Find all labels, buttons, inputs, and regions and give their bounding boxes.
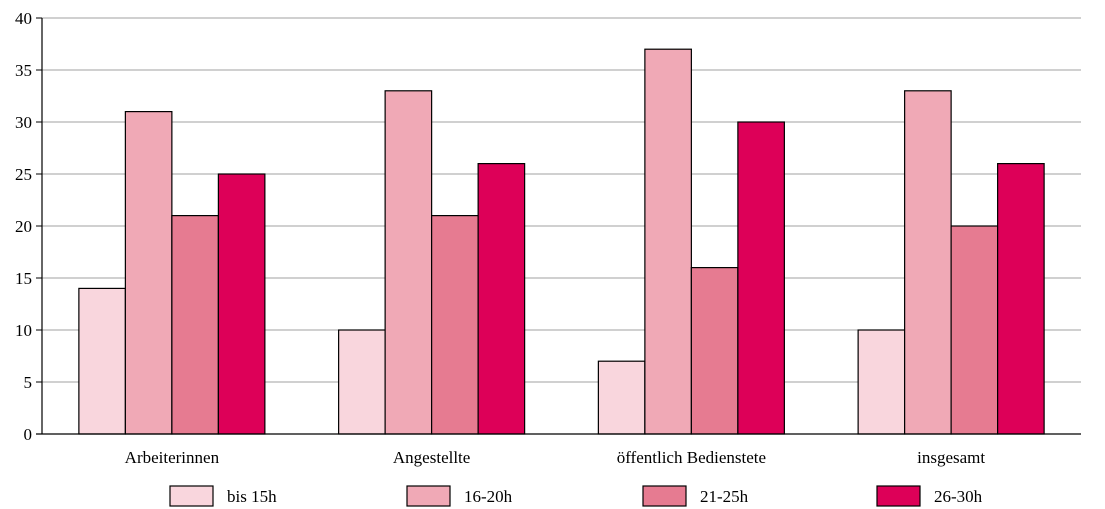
bar-16-20h-3: [644, 48, 692, 435]
y-tick-label: 40: [15, 9, 32, 28]
y-tick-label: 10: [15, 321, 32, 340]
y-axis: 0 5 10 15 20 25 30 35 40: [15, 9, 43, 444]
bar-16-20h-4: [904, 90, 952, 435]
y-tick-label: 20: [15, 217, 32, 236]
bar-21-25h-2: [431, 215, 479, 435]
bar-26-30h-3: [737, 121, 785, 435]
category-label: Angestellte: [393, 448, 470, 467]
legend-swatch: [406, 485, 451, 507]
legend-label: 16-20h: [464, 487, 513, 506]
bars: [78, 48, 1045, 435]
bar-21-25h-3: [690, 267, 739, 435]
bar-26-30h-2: [477, 163, 526, 435]
bar-bis-15h-2: [338, 329, 386, 435]
legend: bis 15h 16-20h 21-25h 26-30h: [169, 485, 983, 507]
bar-21-25h-4: [950, 225, 999, 435]
y-tick-label: 35: [15, 61, 32, 80]
bar-26-30h-4: [997, 163, 1045, 435]
bar-bis-15h-4: [857, 329, 906, 435]
legend-label: 26-30h: [934, 487, 983, 506]
bar-bis-15h-3: [597, 360, 646, 435]
y-tick-label: 5: [24, 373, 33, 392]
y-tick-label: 30: [15, 113, 32, 132]
legend-swatch: [169, 485, 214, 507]
legend-label: bis 15h: [227, 487, 277, 506]
category-label: öffentlich Bedienstete: [617, 448, 766, 467]
category-label: Arbeiterinnen: [125, 448, 220, 467]
bar-16-20h-2: [384, 90, 433, 435]
y-tick-label: 0: [24, 425, 33, 444]
bar-16-20h-1: [124, 110, 173, 435]
y-tick-label: 15: [15, 269, 32, 288]
bar-26-30h-1: [217, 173, 266, 435]
x-axis: Arbeiterinnen Angestellte öffentlich Bedie…: [36, 433, 1081, 467]
legend-swatch: [642, 485, 687, 507]
y-tick-label: 25: [15, 165, 32, 184]
legend-label: 21-25h: [700, 487, 749, 506]
bar-21-25h-1: [171, 215, 219, 435]
bar-bis-15h-1: [78, 287, 126, 435]
category-label: insgesamt: [917, 448, 985, 467]
legend-swatch: [876, 485, 921, 507]
